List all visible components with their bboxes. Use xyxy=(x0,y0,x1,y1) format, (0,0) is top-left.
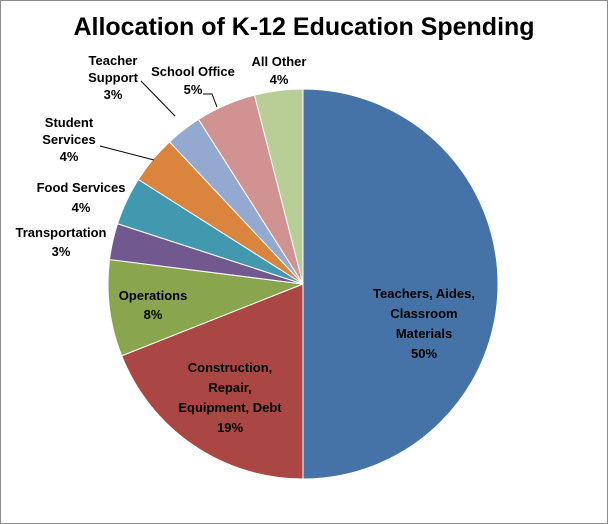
pie-slice-teachers xyxy=(302,88,499,480)
data-label-line: Operations xyxy=(119,288,188,303)
data-label-line: All Other xyxy=(252,54,307,69)
data-label-line: Transportation xyxy=(15,225,106,240)
data-label-transportation: Transportation 3% xyxy=(15,225,106,259)
data-label-line: 50% xyxy=(411,346,437,361)
data-label-line: School Office xyxy=(151,64,235,79)
data-label-teacher-support: Teacher Support 3% xyxy=(88,53,138,102)
data-label-line: 4% xyxy=(270,72,289,87)
chart-title: Allocation of K-12 Education Spending xyxy=(73,13,535,41)
leader-line-teacher-support xyxy=(140,80,176,117)
data-label-line: Food Services xyxy=(37,180,126,195)
data-label-line: 8% xyxy=(144,307,163,322)
data-label-line: 5% xyxy=(184,82,203,97)
data-label-line: Teacher xyxy=(89,53,138,68)
data-label-line: Construction, xyxy=(188,360,273,375)
leader-line-school-office xyxy=(203,93,218,108)
data-label-operations: Operations 8% xyxy=(119,288,188,322)
pie-slice-construction xyxy=(121,283,304,480)
data-label-construction: Construction, Repair, Equipment, Debt 19% xyxy=(178,360,282,435)
data-label-school-office: School Office 5% xyxy=(151,64,235,97)
data-label-line: 4% xyxy=(60,149,79,164)
data-label-line: Classroom xyxy=(390,306,457,321)
data-label-line: 3% xyxy=(104,87,123,102)
data-label-line: Repair, xyxy=(208,380,251,395)
data-label-all-other: All Other 4% xyxy=(252,54,307,87)
leader-line-student-services xyxy=(99,145,155,161)
data-label-line: Support xyxy=(88,70,138,85)
data-label-student-services: Student Services 4% xyxy=(42,115,96,164)
data-label-teachers: Teachers, Aides, Classroom Materials 50% xyxy=(373,286,475,361)
data-label-line: Services xyxy=(42,132,96,147)
data-label-line: Equipment, Debt xyxy=(178,400,282,415)
data-label-line: 4% xyxy=(72,200,91,215)
data-label-line: 3% xyxy=(52,244,71,259)
pie-slice-operations xyxy=(107,259,304,357)
data-label-line: 19% xyxy=(217,420,243,435)
pie-slice-all-other xyxy=(253,88,304,285)
data-label-food-services: Food Services 4% xyxy=(37,180,126,215)
data-label-line: Student xyxy=(45,115,94,130)
data-label-line: Materials xyxy=(396,326,452,341)
data-label-line: Teachers, Aides, xyxy=(373,286,475,301)
